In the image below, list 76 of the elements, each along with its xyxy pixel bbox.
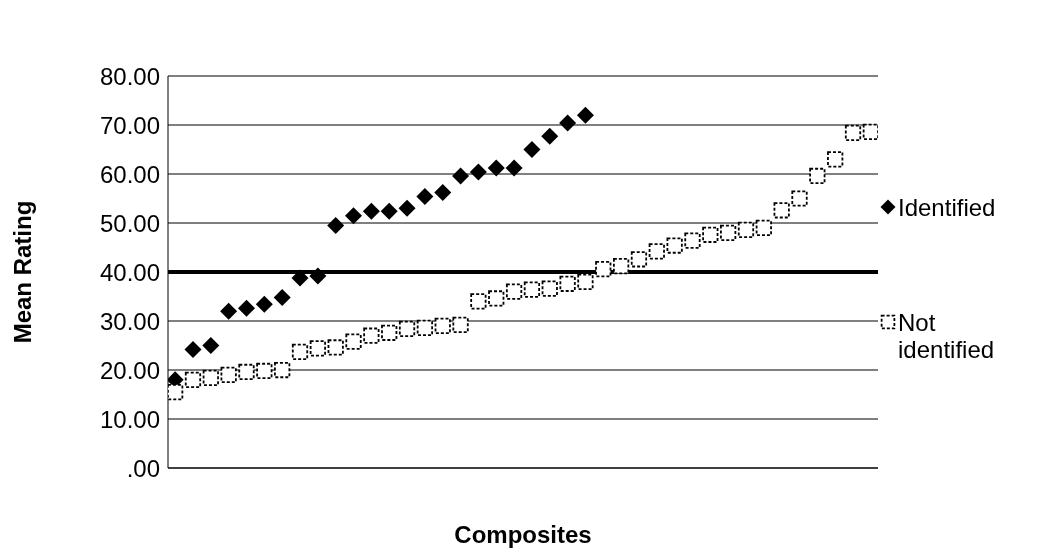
point [291,269,309,287]
point [702,226,719,243]
point [576,106,594,124]
y-tick-label: 20.00 [99,356,160,384]
y-axis-title: Mean Rating [8,200,36,344]
point [648,243,665,260]
point [827,151,844,168]
point [434,317,451,335]
point [452,167,470,185]
point [541,280,558,297]
point [202,337,220,354]
point [380,202,398,220]
y-tick-label: 40.00 [99,258,160,286]
point [523,281,541,298]
point [202,369,219,386]
point [238,363,255,381]
point [541,127,559,145]
point [220,366,237,384]
point [398,320,416,337]
point [184,371,202,388]
y-tick-label: 50.00 [99,209,160,237]
point [345,333,362,350]
point [416,188,434,206]
point [309,267,327,285]
y-tick-label: 70.00 [99,111,160,139]
y-tick-label: 80.00 [99,62,160,90]
y-tick-label: 60.00 [99,160,160,188]
point [612,258,630,275]
point [630,251,648,268]
point [720,224,737,241]
point [416,319,434,336]
point [452,316,469,334]
point [559,275,576,292]
point [577,273,594,290]
point [256,362,273,380]
point [327,339,344,356]
point [363,327,380,344]
legend-label: Not identified [898,308,996,363]
point [862,123,878,140]
y-tick-label: 10.00 [99,405,160,433]
point [291,343,309,360]
point [220,302,238,320]
y-tick-label: .00 [126,454,160,482]
point [274,361,291,379]
point [309,340,326,357]
point [684,232,701,249]
point [184,340,202,358]
point [809,167,826,185]
point [469,163,487,181]
point [791,190,808,207]
point [666,237,683,254]
point [559,114,577,132]
point [381,324,398,341]
legend-label: Identified [898,193,996,221]
point [755,219,772,237]
point [327,216,345,234]
point [737,221,755,238]
point [345,207,363,225]
point [255,295,273,313]
x-axis-title: Composites [454,521,592,548]
point [523,141,541,158]
point [595,260,612,278]
y-tick-label: 30.00 [99,307,160,335]
point [844,124,862,141]
point [773,202,790,219]
point [273,288,291,306]
point [362,202,380,220]
point [237,299,255,317]
point [168,383,184,401]
point [398,199,416,217]
point [505,159,523,177]
point [470,293,487,310]
point [505,283,523,300]
point [434,184,452,202]
point [487,159,505,177]
point [488,290,505,307]
